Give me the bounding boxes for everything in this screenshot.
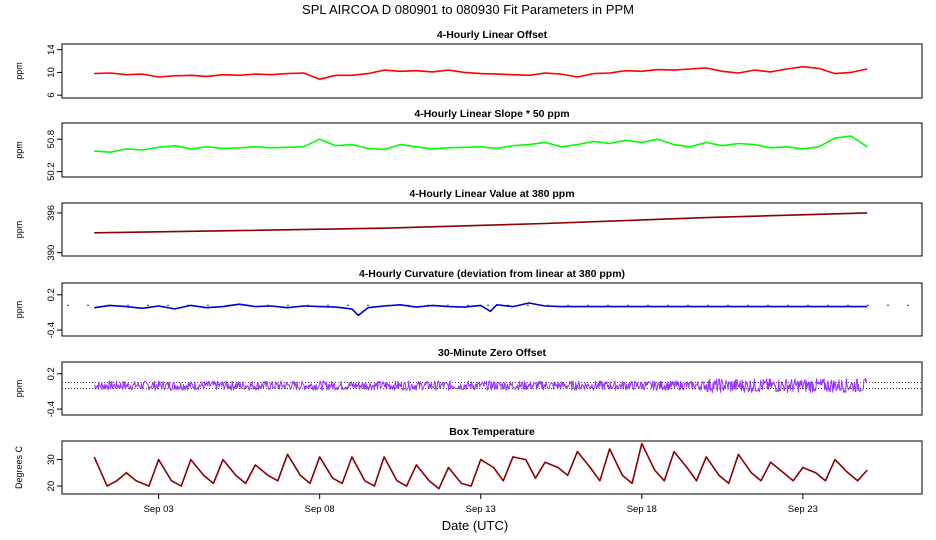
- y-tick-label: 396: [46, 205, 57, 221]
- ref-dot: [607, 304, 609, 307]
- plot-frame: [61, 202, 923, 257]
- plot-frame: [61, 440, 923, 495]
- panel-1: 4-Hourly Linear Offset 6 10 14 ppm: [14, 29, 923, 99]
- figure-title: SPL AIRCOA D 080901 to 080930 Fit Parame…: [302, 2, 634, 17]
- x-tick-label: Sep 08: [305, 504, 335, 515]
- series-line: [93, 378, 868, 394]
- ref-dot: [67, 304, 69, 307]
- ref-dot: [867, 304, 869, 307]
- ref-dot: [447, 304, 449, 307]
- panel-title: 4-Hourly Linear Slope * 50 ppm: [414, 108, 569, 120]
- y-axis-label: ppm: [14, 221, 24, 239]
- x-axis-title: Date (UTC): [442, 518, 508, 533]
- y-tick-label: 30: [46, 454, 57, 465]
- panel-4: 4-Hourly Curvature (deviation from linea…: [14, 268, 923, 338]
- y-tick-label: -0.4: [46, 401, 57, 417]
- y-tick-label: 6: [46, 93, 57, 98]
- ref-dot: [887, 304, 889, 307]
- ref-dot: [367, 304, 369, 307]
- ref-dot: [787, 304, 789, 307]
- x-tick-label: Sep 23: [788, 504, 818, 515]
- plot-frame: [61, 122, 923, 178]
- y-axis-label: Degrees C: [14, 445, 24, 489]
- ref-dot: [727, 304, 729, 307]
- panel-title: 4-Hourly Linear Value at 380 ppm: [409, 188, 574, 200]
- ref-dot: [767, 304, 769, 307]
- panel-title: 4-Hourly Linear Offset: [437, 29, 548, 41]
- y-tick-label: 0.2: [46, 367, 57, 380]
- panel-2: 4-Hourly Linear Slope * 50 ppm 50.2 50.8 pp…: [14, 108, 923, 181]
- x-tick-label: Sep 18: [627, 504, 657, 515]
- ref-dot: [747, 304, 749, 307]
- ref-dot: [467, 304, 469, 307]
- y-axis-label: ppm: [14, 301, 24, 319]
- x-axis: Sep 03 Sep 08 Sep 13 Sep 18 Sep 23: [144, 494, 818, 515]
- ref-dot: [827, 304, 829, 307]
- y-tick-label: 390: [46, 245, 57, 261]
- y-tick-label: 50.8: [46, 130, 57, 149]
- plot-frame: [61, 282, 923, 337]
- y-tick-label: 20: [46, 481, 57, 492]
- panel-title: 4-Hourly Curvature (deviation from linea…: [359, 268, 625, 280]
- ref-dot: [167, 304, 169, 307]
- ref-dot: [147, 304, 149, 307]
- ref-dot: [807, 304, 809, 307]
- series-line: [94, 135, 868, 153]
- plot-frame: [61, 43, 923, 99]
- y-axis-label: ppm: [14, 380, 24, 398]
- ref-dot: [127, 304, 129, 307]
- y-tick-label: 0.2: [46, 288, 57, 301]
- ref-dot: [487, 304, 489, 307]
- ref-dot: [347, 304, 349, 307]
- ref-dot: [527, 304, 529, 307]
- ref-dot: [327, 304, 329, 307]
- y-tick-label: 14: [46, 44, 57, 55]
- panel-6: Box Temperature 20 30 Degrees C: [14, 426, 923, 495]
- ref-dot: [647, 304, 649, 307]
- panel-3: 4-Hourly Linear Value at 380 ppm 390 396 pp…: [14, 188, 923, 261]
- ref-dot: [87, 304, 89, 307]
- ref-dot: [627, 304, 629, 307]
- ref-dot: [567, 304, 569, 307]
- y-axis-label: ppm: [14, 62, 24, 80]
- ref-dot: [207, 304, 209, 307]
- ref-dot: [847, 304, 849, 307]
- ref-dot: [287, 304, 289, 307]
- y-axis-label: ppm: [14, 141, 24, 159]
- series-line: [94, 65, 868, 80]
- ref-dot: [587, 304, 589, 307]
- series-line: [94, 302, 868, 317]
- series-line: [94, 212, 868, 234]
- y-tick-label: 50.2: [46, 162, 57, 181]
- y-tick-label: -0.4: [46, 322, 57, 338]
- panel-title: Box Temperature: [449, 426, 535, 438]
- x-tick-label: Sep 13: [466, 504, 496, 515]
- y-tick-label: 10: [46, 67, 57, 78]
- panel-title: 30-Minute Zero Offset: [438, 347, 546, 359]
- ref-dot: [667, 304, 669, 307]
- ref-dot: [707, 304, 709, 307]
- panel-5: 30-Minute Zero Offset -0.4 0.2 ppm: [14, 347, 923, 417]
- ref-dot: [687, 304, 689, 307]
- x-tick-label: Sep 03: [144, 504, 174, 515]
- series-line: [93, 442, 868, 490]
- ref-dot: [907, 304, 909, 307]
